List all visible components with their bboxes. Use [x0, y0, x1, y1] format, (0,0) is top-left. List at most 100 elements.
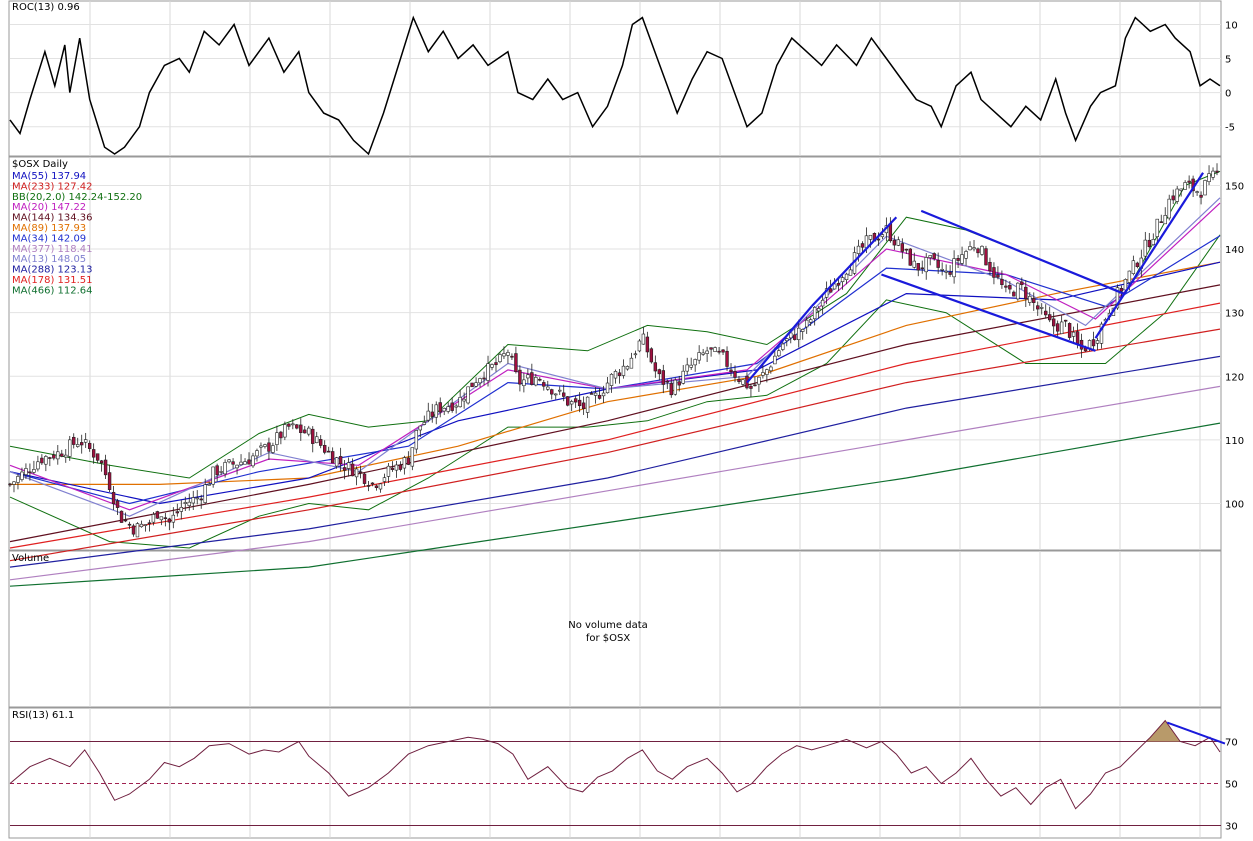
candle-body — [840, 277, 845, 282]
candle-body — [430, 411, 434, 417]
candle-body — [677, 381, 681, 386]
candle-body — [844, 273, 849, 281]
candle-body — [777, 350, 781, 357]
legend-entry: MA(20) 147.22 — [12, 202, 86, 213]
candle-body — [410, 447, 415, 467]
legend-entry: MA(144) 134.36 — [12, 213, 93, 224]
roc-tick-label: 10 — [1225, 20, 1238, 31]
candle-body — [1183, 182, 1187, 190]
volume-panel-bg — [8, 550, 1222, 708]
candle-body — [801, 329, 805, 332]
candle-body — [350, 463, 355, 477]
candle-body — [562, 392, 566, 397]
candle-body — [454, 405, 458, 408]
candle-body — [896, 239, 901, 246]
roc-series-line — [9, 15, 1221, 156]
candle-body — [721, 349, 725, 353]
candle-body — [526, 374, 530, 379]
candle-body — [916, 263, 920, 271]
candle-body — [12, 481, 16, 485]
candle-body — [673, 379, 677, 395]
candle-body — [936, 260, 940, 268]
candle-body — [510, 355, 514, 358]
candle-body — [486, 363, 490, 381]
candle-body — [40, 457, 44, 464]
candle-body — [641, 333, 646, 345]
candle-body — [111, 491, 116, 505]
candle-body — [322, 445, 327, 453]
price-trend-line — [810, 216, 898, 308]
candle-body — [1024, 286, 1028, 300]
candle-body — [904, 248, 908, 251]
candle-body — [565, 396, 570, 406]
candle-body — [781, 343, 785, 350]
candle-body — [717, 350, 721, 353]
candle-body — [1051, 318, 1056, 327]
legend-entry: MA(13) 148.05 — [12, 254, 86, 265]
candle-body — [633, 353, 638, 356]
candle-body — [681, 370, 685, 384]
candle-body — [649, 348, 654, 363]
rsi-trend-line — [1166, 721, 1226, 745]
candle-body — [1016, 282, 1020, 300]
candle-body — [386, 465, 391, 477]
candle-body — [701, 352, 705, 355]
ma-line-ma466 — [9, 422, 1221, 587]
roc-panel: 10 5 0 -5 — [9, 15, 1238, 156]
candle-body — [820, 299, 825, 307]
candle-body — [211, 466, 215, 485]
candle-body — [749, 385, 753, 389]
candle-body — [155, 511, 160, 519]
candle-body — [243, 461, 247, 465]
candle-body — [705, 350, 709, 354]
candle-body — [868, 234, 873, 240]
candle-body — [418, 425, 423, 431]
candle-body — [709, 347, 713, 350]
candle-body — [864, 235, 869, 249]
candle-body — [773, 355, 777, 365]
candle-body — [72, 436, 76, 445]
candle-body — [48, 457, 52, 459]
candle-body — [311, 428, 315, 444]
candle-body — [227, 459, 231, 463]
candle-body — [259, 445, 263, 448]
candle-body — [283, 424, 287, 438]
price-trend-line — [746, 305, 813, 384]
candle-body — [1000, 278, 1004, 285]
candle-body — [215, 465, 219, 476]
candle-body — [601, 392, 606, 397]
candle-body — [287, 423, 291, 427]
candle-body — [558, 389, 562, 392]
candle-body — [832, 283, 837, 290]
candle-body — [374, 485, 379, 489]
candle-body — [303, 429, 307, 434]
rsi-panel: 70 50 30 — [9, 719, 1238, 833]
candle-body — [1071, 331, 1076, 337]
candle-body — [1159, 221, 1163, 223]
candle-body — [1151, 239, 1155, 246]
candle-body — [295, 424, 299, 429]
candle-body — [1008, 284, 1012, 290]
candle-body — [64, 454, 68, 458]
candle-body — [729, 369, 733, 373]
candle-body — [147, 522, 152, 525]
candle-body — [1207, 173, 1211, 182]
candle-body — [613, 371, 618, 379]
candle-body — [876, 238, 881, 241]
roc-tick-label: 0 — [1225, 89, 1231, 100]
candle-body — [402, 457, 407, 469]
candle-body — [60, 453, 64, 457]
candle-body — [1063, 319, 1068, 322]
candle-body — [653, 362, 658, 372]
candle-body — [812, 307, 817, 320]
candle-body — [530, 372, 534, 385]
candle-body — [203, 484, 207, 503]
candle-body — [103, 459, 108, 476]
candle-body — [44, 456, 48, 465]
legend-entry: MA(89) 137.93 — [12, 223, 86, 234]
candle-body — [1032, 298, 1036, 303]
candle-body — [860, 243, 865, 248]
candle-body — [685, 364, 689, 372]
candle-body — [370, 482, 375, 485]
